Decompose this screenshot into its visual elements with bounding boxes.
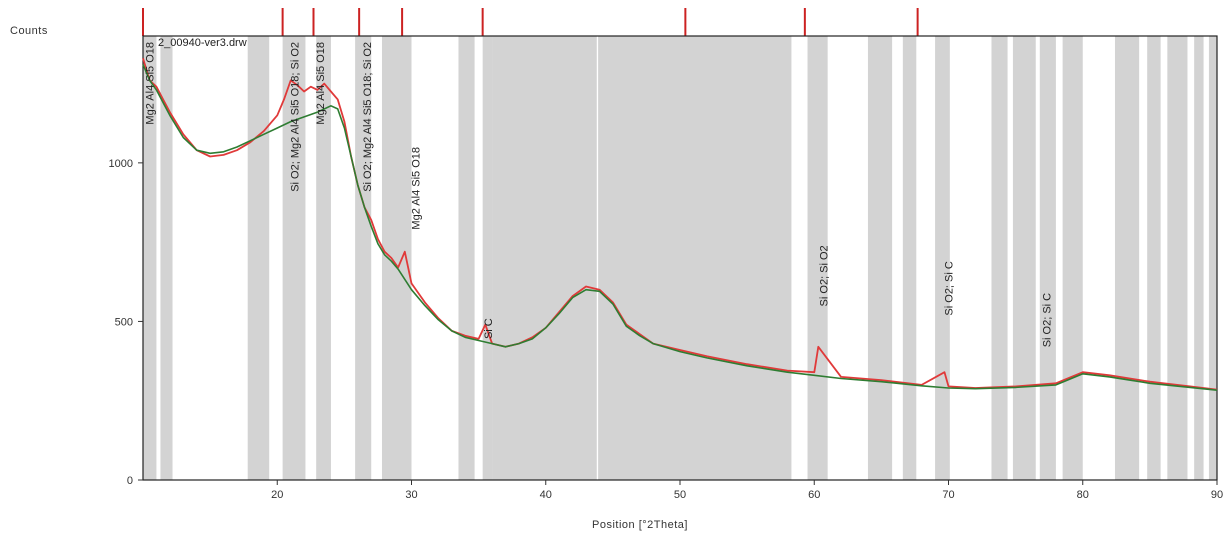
band-10: [598, 36, 792, 480]
band-4: [316, 36, 331, 480]
band-19: [1114, 36, 1140, 480]
peak-label-3: Si O2; Mg2 Al4 Si5 O18; Si O2: [362, 42, 374, 192]
band-21: [1167, 36, 1188, 480]
band-11: [807, 36, 828, 480]
band-9: [492, 36, 597, 480]
band-16: [1012, 36, 1036, 480]
y-axis-title: Counts: [10, 25, 48, 37]
peak-label-0: Mg2 Al4 Si5 O18: [145, 42, 157, 125]
axes: 20 30 40 50 60 70 80 90 0 500 1000: [109, 158, 1224, 501]
x-axis-title: Position [°2Theta]: [592, 519, 688, 531]
band-18: [1062, 36, 1083, 480]
x-tick-label-6: 80: [1077, 489, 1089, 501]
band-2: [247, 36, 270, 480]
peak-label-2: Mg2 Al4 Si5 O18: [315, 42, 327, 125]
y-tick-label-0: 0: [127, 475, 133, 487]
band-8: [482, 36, 493, 480]
band-14: [935, 36, 950, 480]
band-7: [458, 36, 475, 480]
band-20: [1147, 36, 1161, 480]
y-tick-label-2: 1000: [109, 158, 133, 170]
x-tick-label-4: 60: [808, 489, 820, 501]
band-5: [355, 36, 372, 480]
x-tick-label-0: 20: [271, 489, 283, 501]
peak-labels: Mg2 Al4 Si5 O18 Si O2; Mg2 Al4 Si5 O18; S…: [145, 42, 1054, 347]
band-0: [143, 36, 157, 480]
x-tick-label-2: 40: [540, 489, 552, 501]
peak-label-7: Si O2; Si C: [944, 261, 956, 315]
peak-label-1: Si O2; Mg2 Al4 Si5 O18; Si O2: [290, 42, 302, 192]
reference-markers: [142, 8, 919, 36]
band-13: [902, 36, 917, 480]
band-17: [1039, 36, 1056, 480]
band-1: [160, 36, 173, 480]
series: [142, 57, 1218, 391]
peak-label-4: Mg2 Al4 Si5 O18: [411, 147, 423, 230]
band-12: [867, 36, 893, 480]
background-bands: [143, 36, 1217, 480]
band-6: [381, 36, 412, 480]
peak-label-5: Si C: [483, 318, 495, 339]
file-label: 2_00940-ver3.drw: [158, 37, 247, 49]
peak-label-6: Si O2; Si O2: [819, 245, 831, 306]
series-fitted: [142, 64, 1218, 391]
band-3: [282, 36, 306, 480]
y-tick-label-1: 500: [115, 316, 133, 328]
band-15: [991, 36, 1008, 480]
peak-label-8: Si O2; Si C: [1042, 293, 1054, 347]
x-tick-label-5: 70: [942, 489, 954, 501]
band-23: [1208, 36, 1217, 480]
x-tick-label-1: 30: [405, 489, 417, 501]
x-tick-label-7: 90: [1211, 489, 1223, 501]
band-22: [1194, 36, 1204, 480]
x-tick-label-3: 50: [674, 489, 686, 501]
